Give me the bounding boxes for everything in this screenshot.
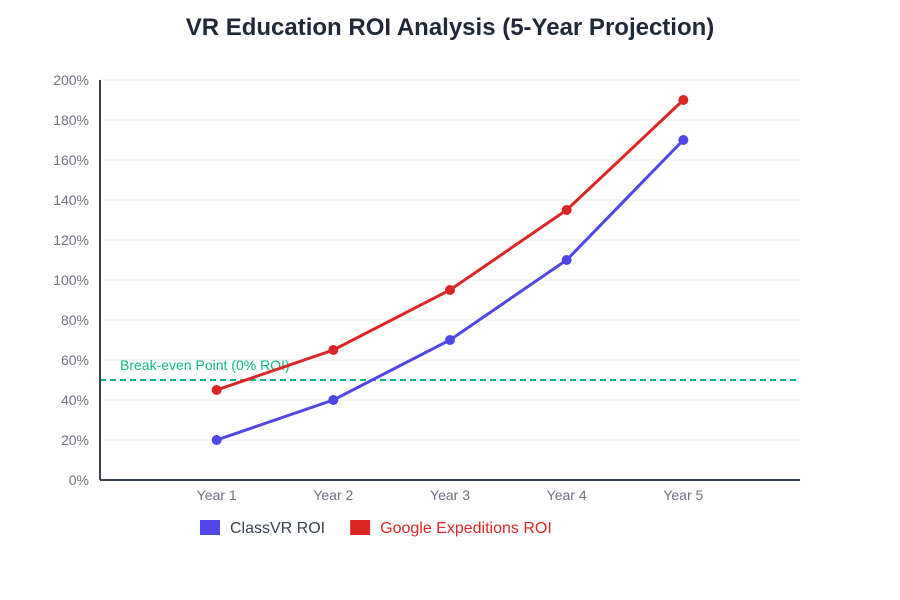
y-tick-label: 120% (53, 232, 89, 248)
legend-swatch (350, 520, 371, 535)
y-tick-label: 140% (53, 192, 89, 208)
series-line-1 (216, 98, 685, 392)
chart-title: VR Education ROI Analysis (5-Year Projec… (186, 14, 715, 41)
x-tick-label: Year 4 (547, 487, 587, 503)
y-tick-label: 200% (53, 72, 89, 88)
break-even-label: Break-even Point (0% ROI) (120, 357, 290, 373)
y-tick-label: 60% (61, 352, 89, 368)
x-tick-label: Year 5 (663, 487, 703, 503)
data-point (678, 95, 689, 105)
y-tick-label: 20% (61, 432, 89, 448)
data-point (445, 285, 455, 295)
legend-label: Google Expeditions ROI (380, 520, 552, 537)
x-tick-label: Year 2 (313, 487, 353, 503)
x-tick-label: Year 1 (197, 487, 237, 503)
data-point (211, 435, 222, 445)
data-point (211, 385, 222, 395)
y-tick-label: 80% (61, 312, 89, 328)
y-tick-label: 0% (69, 472, 89, 488)
y-tick-label: 160% (53, 152, 89, 168)
data-point (561, 255, 572, 265)
data-point (445, 335, 455, 345)
y-tick-label: 40% (61, 392, 89, 408)
x-tick-label: Year 3 (430, 487, 470, 503)
data-point (328, 395, 339, 405)
data-point (561, 205, 572, 215)
legend-label: ClassVR ROI (230, 520, 325, 537)
y-tick-label: 100% (53, 272, 89, 288)
data-point (678, 135, 689, 145)
legend-swatch (200, 520, 220, 535)
y-tick-label: 180% (53, 112, 89, 128)
data-point (328, 345, 339, 355)
